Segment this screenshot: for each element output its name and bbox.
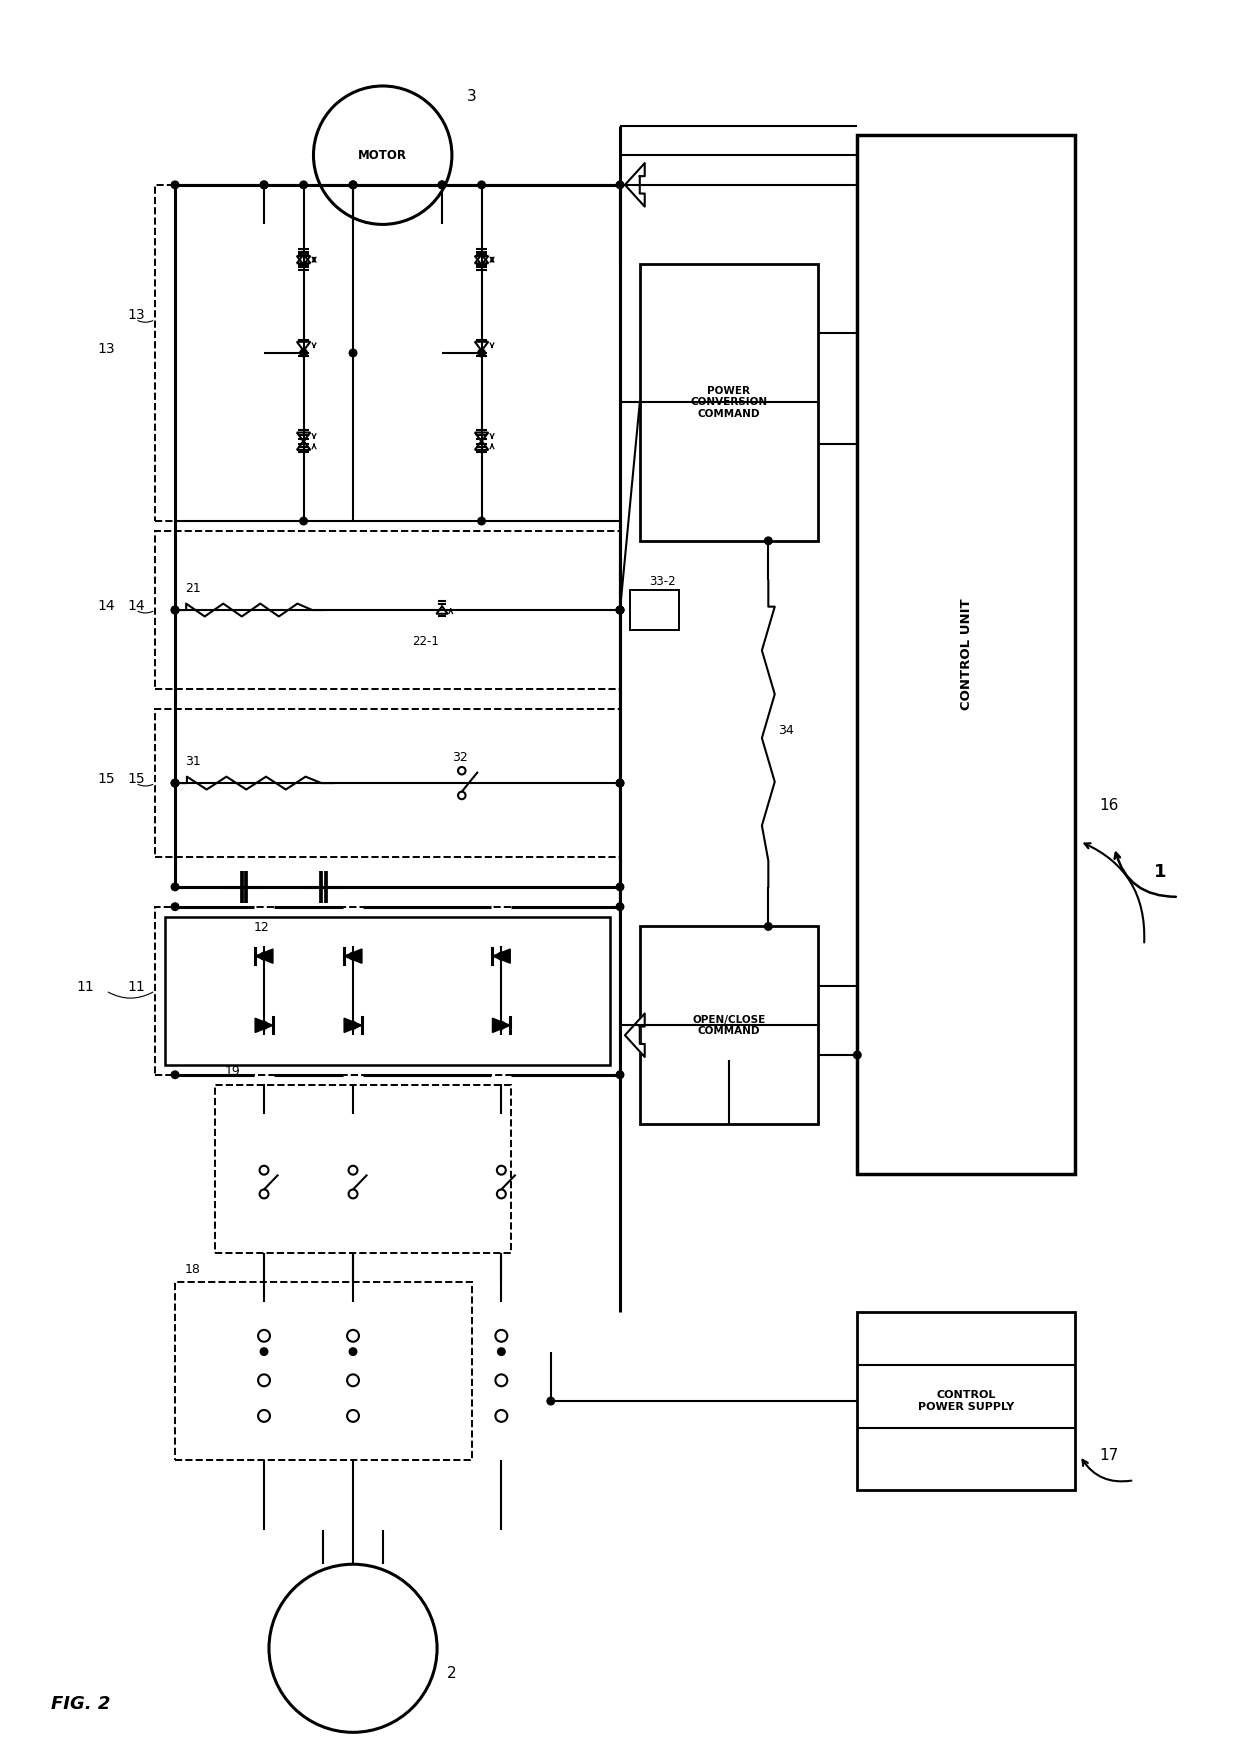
Polygon shape	[492, 1019, 510, 1033]
Text: 13: 13	[128, 307, 145, 322]
Circle shape	[300, 517, 308, 525]
Bar	[630, 590, 680, 629]
Circle shape	[853, 1051, 861, 1059]
Text: 1: 1	[1154, 863, 1167, 880]
Polygon shape	[255, 949, 273, 963]
Circle shape	[477, 350, 485, 357]
Text: 15: 15	[128, 771, 145, 785]
Bar	[640, 264, 817, 541]
Text: 3: 3	[466, 90, 476, 104]
Bar	[155, 708, 620, 857]
Text: CONTROL UNIT: CONTROL UNIT	[960, 599, 972, 710]
Text: 19: 19	[224, 1065, 241, 1077]
Circle shape	[616, 606, 624, 613]
Circle shape	[350, 1348, 357, 1355]
Text: OPEN/CLOSE
COMMAND: OPEN/CLOSE COMMAND	[692, 1014, 765, 1037]
Bar	[640, 926, 817, 1124]
Text: POWER
CONVERSION
COMMAND: POWER CONVERSION COMMAND	[691, 387, 768, 418]
Text: 33-2: 33-2	[650, 575, 676, 589]
Circle shape	[477, 517, 485, 525]
Bar	[175, 1283, 471, 1460]
Text: 11: 11	[76, 980, 94, 994]
Polygon shape	[625, 163, 645, 207]
Circle shape	[260, 181, 268, 188]
Polygon shape	[255, 1019, 273, 1033]
Circle shape	[350, 350, 357, 357]
Text: 21: 21	[185, 582, 201, 596]
Bar	[155, 531, 620, 689]
Text: 31: 31	[185, 756, 201, 768]
Circle shape	[616, 181, 624, 188]
Circle shape	[616, 606, 624, 613]
Circle shape	[350, 952, 357, 959]
Bar	[155, 907, 620, 1075]
Circle shape	[616, 606, 624, 613]
Circle shape	[260, 1348, 268, 1355]
Circle shape	[350, 1021, 357, 1030]
Circle shape	[765, 538, 773, 545]
Circle shape	[171, 181, 179, 188]
Circle shape	[171, 884, 179, 891]
Circle shape	[260, 1021, 268, 1030]
Text: 11: 11	[128, 980, 145, 994]
Bar	[857, 135, 1075, 1174]
Circle shape	[616, 780, 624, 787]
Circle shape	[438, 181, 445, 188]
Text: 12: 12	[254, 921, 270, 935]
Text: 32: 32	[451, 752, 467, 764]
Circle shape	[171, 606, 179, 613]
Polygon shape	[345, 949, 362, 963]
Circle shape	[497, 952, 505, 959]
Circle shape	[616, 884, 624, 891]
Circle shape	[171, 780, 179, 787]
Ellipse shape	[314, 86, 451, 225]
Circle shape	[171, 903, 179, 910]
Text: 2: 2	[446, 1666, 456, 1681]
Circle shape	[171, 606, 179, 613]
Text: 34: 34	[779, 724, 794, 736]
Circle shape	[497, 1021, 505, 1030]
Text: 14: 14	[128, 599, 145, 613]
Ellipse shape	[269, 1564, 436, 1732]
Bar	[215, 1084, 511, 1253]
Bar	[165, 917, 610, 1065]
Text: 17: 17	[1100, 1448, 1118, 1464]
Text: 13: 13	[97, 343, 114, 357]
Circle shape	[171, 780, 179, 787]
Text: MOTOR: MOTOR	[358, 149, 407, 162]
Circle shape	[497, 1348, 505, 1355]
Text: 22-1: 22-1	[413, 634, 439, 648]
Circle shape	[616, 780, 624, 787]
Circle shape	[616, 903, 624, 910]
Circle shape	[477, 181, 485, 188]
Text: CONTROL
POWER SUPPLY: CONTROL POWER SUPPLY	[918, 1390, 1014, 1413]
Polygon shape	[625, 1014, 645, 1058]
Text: FIG. 2: FIG. 2	[51, 1694, 110, 1713]
Circle shape	[260, 952, 268, 959]
Text: 15: 15	[97, 771, 114, 785]
Circle shape	[350, 181, 357, 188]
Circle shape	[547, 1397, 554, 1406]
Circle shape	[300, 350, 308, 357]
Circle shape	[171, 1072, 179, 1079]
Circle shape	[438, 181, 445, 188]
Bar	[857, 1312, 1075, 1490]
Text: 14: 14	[97, 599, 114, 613]
Polygon shape	[492, 949, 510, 963]
Circle shape	[300, 181, 308, 188]
Bar	[155, 184, 620, 522]
Polygon shape	[345, 1019, 362, 1033]
Text: 16: 16	[1100, 798, 1118, 813]
Circle shape	[616, 1072, 624, 1079]
Circle shape	[350, 181, 357, 188]
Circle shape	[260, 181, 268, 188]
Circle shape	[765, 922, 773, 929]
Text: 18: 18	[185, 1263, 201, 1276]
